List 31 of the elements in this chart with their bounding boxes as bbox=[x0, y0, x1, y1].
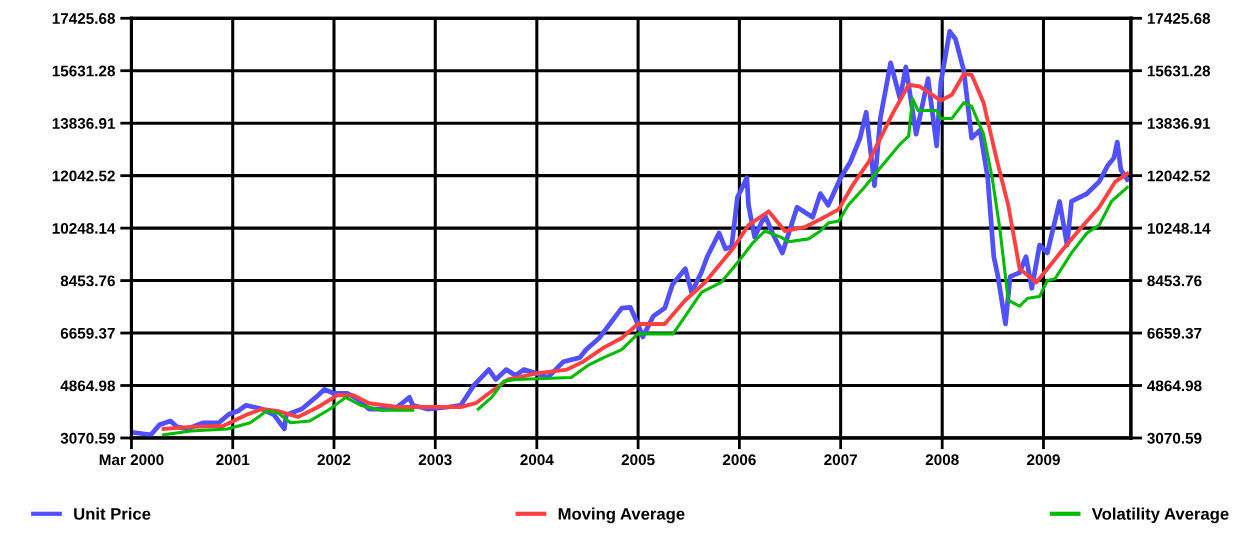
y-tick-label: 4864.98 bbox=[60, 380, 115, 392]
legend-label: Moving Average bbox=[558, 507, 685, 524]
y2-tick-label: 17425.68 bbox=[1147, 13, 1211, 24]
legend-label: Volatility Average bbox=[1091, 507, 1229, 524]
y2-tick-label: 4864.98 bbox=[1147, 380, 1202, 392]
legend-label: Unit Price bbox=[74, 507, 151, 520]
y-tick-label: 17425.68 bbox=[52, 13, 116, 24]
x-tick-label: 2003 bbox=[418, 454, 452, 466]
y2-tick-label: 10248.14 bbox=[1147, 222, 1211, 234]
y-tick-label: 12042.52 bbox=[52, 170, 115, 182]
y2-tick-label: 13836.91 bbox=[1147, 118, 1211, 129]
y2-tick-label: 6659.37 bbox=[1147, 327, 1202, 339]
x-tick-label: Mar 2000 bbox=[99, 454, 164, 466]
y-tick-label: 15631.28 bbox=[52, 65, 116, 77]
y2-tick-label: 3070.59 bbox=[1147, 432, 1202, 444]
x-tick-label: 2001 bbox=[216, 454, 250, 466]
y-tick-label: 8453.76 bbox=[60, 275, 115, 287]
x-tick-label: 2007 bbox=[824, 454, 857, 466]
x-tick-label: 2002 bbox=[317, 454, 351, 466]
y2-tick-label: 12042.52 bbox=[1147, 170, 1210, 182]
x-tick-label: 2008 bbox=[925, 454, 959, 466]
y-tick-label: 3070.59 bbox=[60, 432, 115, 444]
y2-tick-label: 15631.28 bbox=[1147, 65, 1211, 77]
x-tick-label: 2006 bbox=[722, 454, 756, 466]
y-tick-label: 13836.91 bbox=[52, 118, 116, 129]
y2-tick-label: 8453.76 bbox=[1147, 275, 1202, 287]
x-tick-label: 2005 bbox=[621, 454, 655, 466]
y-tick-label: 6659.37 bbox=[60, 327, 115, 339]
y-tick-label: 10248.14 bbox=[52, 222, 116, 234]
x-tick-label: 2009 bbox=[1027, 454, 1060, 466]
x-tick-label: 2004 bbox=[520, 454, 554, 466]
